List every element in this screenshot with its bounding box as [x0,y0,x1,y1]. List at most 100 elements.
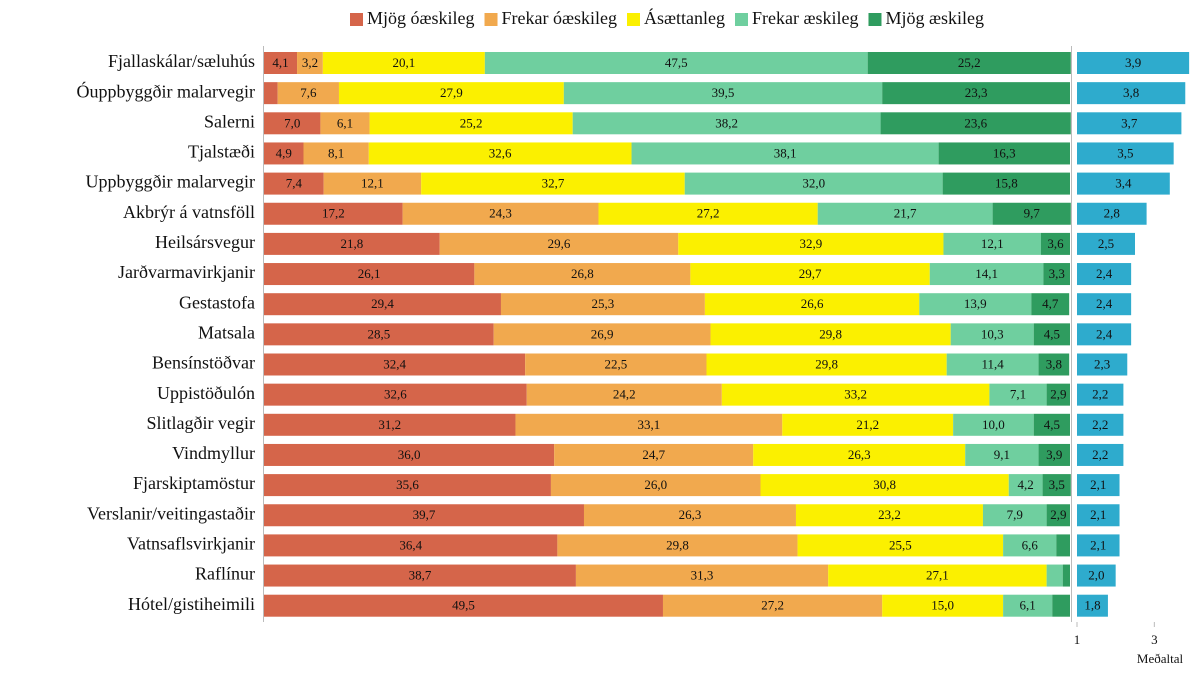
bar-segment [421,172,685,195]
category-label: Bensínstöðvar [152,353,255,373]
data-label: 27,1 [926,568,949,583]
bar-segment [439,232,679,255]
mean-bar [1077,232,1135,255]
bar-segment [303,142,369,165]
bar-segment [795,504,983,527]
bar-segment [817,202,993,225]
bar-segment [368,142,632,165]
category-label: Jarðvarmavirkjanir [118,262,255,282]
bar-segment [950,323,1034,346]
bar-segment [264,82,278,105]
data-label: 32,9 [799,236,822,251]
data-label: 6,1 [337,115,353,130]
data-label: 27,2 [697,206,720,221]
data-label: 32,7 [542,176,565,191]
bar-segment [704,293,920,316]
data-label: 7,0 [284,115,300,130]
data-label: 2,8 [1104,206,1120,221]
bar-segment [264,564,576,587]
data-label: 26,0 [644,477,667,492]
data-label: 33,1 [637,417,660,432]
data-label: 27,2 [761,598,784,613]
bar-segment [690,263,930,286]
bar-segment [575,564,829,587]
data-label: 3,5 [1049,477,1065,492]
mean-bar [1077,142,1174,165]
bar-segment [678,232,944,255]
bar-segment [662,594,883,617]
data-label: 2,4 [1096,326,1113,341]
data-label: 7,9 [1007,507,1023,522]
data-label: 25,2 [460,115,483,130]
data-label: 24,3 [489,206,512,221]
data-label: 31,2 [378,417,401,432]
mean-bar [1077,293,1132,316]
data-label: 26,3 [848,447,871,462]
bar-segment [264,232,440,255]
data-label: 25,2 [958,55,981,70]
data-label: 4,7 [1042,296,1059,311]
data-label: 29,4 [371,296,394,311]
bar-segment [526,383,722,406]
bar-segment [1046,383,1070,406]
bar-segment [493,323,711,346]
bar-segment [515,413,783,436]
bar-segment [264,443,555,466]
data-label: 21,8 [340,236,363,251]
bar-segment [631,142,939,165]
bar-segment [583,504,796,527]
bar-segment [938,142,1070,165]
bar-segment [369,112,573,135]
legend-label: Mjög æskileg [885,8,984,28]
legend-label: Frekar óæskileg [502,8,617,28]
data-label: 26,1 [358,266,381,281]
data-label: 2,4 [1096,266,1113,281]
bar-segment [1056,534,1070,557]
data-label: 7,1 [1010,387,1026,402]
bar-segment [402,202,599,225]
data-label: 23,3 [965,85,988,100]
data-label: 29,8 [815,356,838,371]
data-label: 22,5 [604,356,627,371]
data-label: 2,2 [1092,417,1108,432]
bar-segment [1042,474,1071,497]
data-label: 32,6 [489,145,512,160]
data-label: 27,9 [440,85,463,100]
data-label: 38,2 [715,115,738,130]
mean-bar [1077,52,1190,74]
bar-segment [929,263,1044,286]
data-label: 29,7 [799,266,822,281]
bar-segment [684,172,943,195]
data-label: 4,2 [1018,477,1034,492]
data-label: 26,8 [571,266,594,281]
data-label: 3,7 [1121,115,1138,130]
category-label: Heilsársvegur [155,232,255,252]
bar-segment [1031,293,1070,316]
data-label: 33,2 [844,387,867,402]
data-label: 2,1 [1090,507,1106,522]
bar-segment [882,82,1070,105]
bar-segment [992,202,1071,225]
x-axis-label: Meðaltal [1137,651,1184,666]
bar-segment [965,443,1039,466]
mean-bar [1077,564,1116,587]
bar-segment [1033,413,1070,436]
bar-segment [753,443,966,466]
mean-bar [1077,82,1186,105]
mean-bar [1077,413,1124,436]
data-label: 24,7 [642,447,665,462]
bar-segment [1040,232,1070,255]
category-label: Salerni [204,111,255,131]
data-label: 29,8 [666,537,689,552]
bar-segment [264,172,324,195]
bar-segment [484,52,868,74]
data-label: 9,7 [1024,206,1041,221]
data-label: 3,5 [1117,145,1133,160]
bar-segment [264,474,551,497]
data-label: 3,4 [1115,176,1132,191]
bar-segment [867,52,1071,74]
bar-segment [882,594,1004,617]
mean-bar [1077,474,1120,497]
bar-segment [942,172,1070,195]
